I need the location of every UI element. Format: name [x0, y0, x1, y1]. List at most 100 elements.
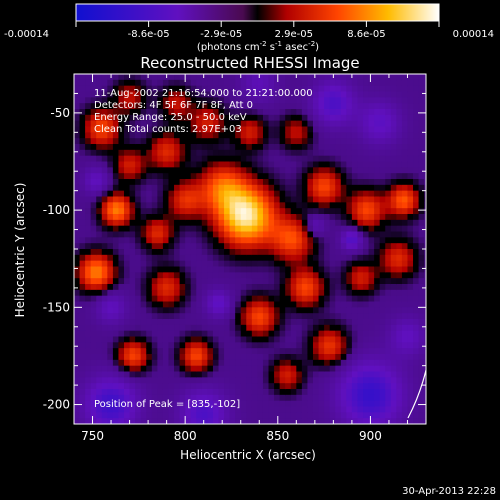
- heatmap-cell: [218, 313, 225, 320]
- heatmap-cell: [229, 155, 236, 163]
- heatmap-cell: [268, 377, 275, 384]
- heatmap-cell: [346, 412, 353, 419]
- heatmap-cell: [90, 184, 97, 192]
- heatmap-cell: [168, 342, 175, 349]
- heatmap-cell: [274, 348, 281, 355]
- heatmap-cell: [335, 196, 342, 203]
- heatmap-cell: [90, 354, 97, 361]
- heatmap-cell: [240, 278, 247, 285]
- heatmap-cell: [424, 120, 426, 128]
- heatmap-cell: [190, 406, 197, 413]
- heatmap-cell: [146, 412, 153, 419]
- heatmap-cell: [240, 324, 247, 332]
- heatmap-cell: [207, 167, 214, 174]
- heatmap-cell: [229, 313, 236, 320]
- heatmap-cell: [401, 114, 409, 122]
- heatmap-cell: [307, 266, 314, 273]
- heatmap-cell: [124, 109, 131, 116]
- heatmap-cell: [418, 330, 425, 338]
- heatmap-cell: [135, 389, 142, 396]
- heatmap-cell: [157, 324, 164, 332]
- heatmap-cell: [296, 219, 303, 227]
- heatmap-cell: [318, 307, 325, 314]
- heatmap-cell: [424, 79, 426, 87]
- heatmap-cell: [346, 126, 353, 133]
- heatmap-cell: [207, 114, 214, 122]
- heatmap-cell: [190, 225, 197, 233]
- heatmap-cell: [363, 284, 370, 291]
- heatmap-cell: [207, 214, 214, 221]
- heatmap-cell: [240, 266, 247, 273]
- heatmap-cell: [174, 219, 181, 227]
- heatmap-cell: [218, 289, 225, 297]
- heatmap-cell: [301, 97, 309, 104]
- heatmap-cell: [274, 418, 281, 424]
- heatmap-cell: [101, 179, 108, 186]
- heatmap-cell: [101, 97, 108, 104]
- heatmap-cell: [212, 179, 220, 186]
- heatmap-cell: [229, 295, 236, 303]
- heatmap-cell: [185, 330, 192, 338]
- heatmap-cell: [168, 132, 175, 139]
- heatmap-cell: [157, 359, 164, 367]
- heatmap-cell: [357, 97, 364, 104]
- heatmap-cell: [301, 179, 309, 186]
- heatmap-cell: [74, 307, 81, 314]
- heatmap-cell: [424, 97, 426, 104]
- heatmap-cell: [235, 138, 242, 145]
- heatmap-cell: [279, 324, 286, 332]
- heatmap-cell: [124, 289, 131, 297]
- heatmap-cell: [262, 219, 270, 227]
- heatmap-cell: [140, 79, 147, 87]
- heatmap-cell: [190, 394, 197, 402]
- heatmap-cell: [246, 254, 253, 262]
- heatmap-cell: [385, 313, 392, 320]
- heatmap-cell: [390, 348, 397, 355]
- heatmap-cell: [157, 371, 164, 378]
- heatmap-cell: [340, 184, 347, 192]
- heatmap-cell: [424, 412, 426, 419]
- heatmap-cell: [74, 324, 81, 332]
- heatmap-cell: [224, 371, 231, 378]
- heatmap-cell: [340, 336, 347, 343]
- heatmap-cell: [374, 161, 381, 168]
- heatmap-cell: [413, 389, 420, 396]
- heatmap-cell: [201, 208, 208, 215]
- heatmap-cell: [107, 179, 114, 186]
- heatmap-cell: [424, 254, 426, 262]
- heatmap-cell: [174, 342, 181, 349]
- heatmap-cell: [279, 126, 286, 133]
- heatmap-cell: [396, 74, 403, 81]
- heatmap-cell: [296, 144, 303, 151]
- heatmap-cell: [246, 91, 253, 98]
- heatmap-cell: [274, 260, 281, 268]
- heatmap-cell: [296, 237, 303, 244]
- heatmap-cell: [246, 348, 253, 355]
- heatmap-cell: [301, 126, 309, 133]
- heatmap-cell: [329, 190, 336, 198]
- heatmap-cell: [246, 400, 253, 408]
- heatmap-cell: [301, 272, 309, 279]
- heatmap-cell: [146, 394, 153, 402]
- heatmap-cell: [79, 155, 86, 163]
- heatmap-cell: [346, 219, 353, 227]
- heatmap-cell: [190, 260, 197, 268]
- heatmap-cell: [301, 161, 309, 168]
- heatmap-cell: [357, 173, 364, 180]
- heatmap-cell: [74, 196, 81, 203]
- heatmap-cell: [212, 219, 220, 227]
- heatmap-cell: [340, 289, 347, 297]
- heatmap-cell: [385, 132, 392, 139]
- heatmap-cell: [90, 109, 97, 116]
- heatmap-cell: [374, 120, 381, 128]
- heatmap-cell: [240, 249, 247, 256]
- heatmap-cell: [85, 295, 92, 303]
- heatmap-cell: [312, 254, 320, 262]
- heatmap-cell: [285, 278, 292, 285]
- heatmap-cell: [268, 289, 275, 297]
- heatmap-cell: [274, 324, 281, 332]
- heatmap-cell: [418, 202, 425, 209]
- heatmap-cell: [390, 377, 397, 384]
- heatmap-cell: [157, 109, 164, 116]
- heatmap-cell: [296, 167, 303, 174]
